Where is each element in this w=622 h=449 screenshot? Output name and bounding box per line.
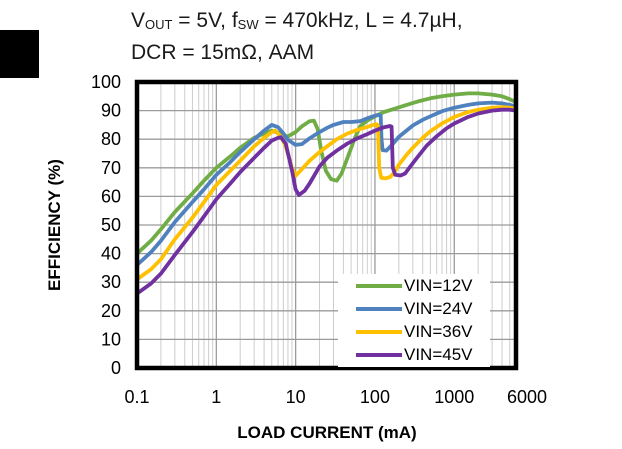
legend-label: VIN=12V [404, 275, 473, 295]
y-tick-label: 60 [101, 186, 121, 206]
title-subscript: OUT [145, 17, 173, 32]
plot-border [134, 79, 519, 371]
x-tick-label: 10 [286, 387, 306, 407]
series-line-vin-24v [135, 100, 518, 267]
legend-item: VIN=24V [338, 299, 490, 319]
x-tick-label: 100 [360, 387, 390, 407]
series-line-vin-45v [135, 107, 518, 296]
x-tick-label: 1 [211, 387, 221, 407]
legend-line-swatch [356, 353, 402, 358]
page-edge-tab-marker [0, 30, 39, 78]
x-tick-label: 6000 [507, 387, 547, 407]
y-tick-label: 80 [101, 129, 121, 149]
series-line-vin-36v [135, 105, 518, 282]
legend-line-swatch [356, 306, 402, 311]
y-tick-label: 10 [101, 329, 121, 349]
title-text: = 470kHz, L = 4.7µH, [258, 9, 463, 32]
legend-label: VIN=36V [404, 322, 473, 342]
legend-label: VIN=45V [404, 345, 473, 365]
legend-item: VIN=45V [338, 345, 490, 365]
x-axis-title: LOAD CURRENT (mA) [237, 423, 417, 442]
title-text: V [131, 9, 146, 32]
title-text: = 5V, f [172, 9, 238, 32]
y-tick-label: 20 [101, 301, 121, 321]
y-tick-label: 90 [101, 101, 121, 121]
chart-title: VOUT = 5V, fSW = 470kHz, L = 4.7µH, DCR … [131, 7, 463, 67]
legend: VIN=12V VIN=24V VIN=36V VIN=45V [338, 274, 490, 367]
x-tick-label: 0.1 [124, 387, 149, 407]
chart-title-line2: DCR = 15mΩ, AAM [131, 41, 315, 64]
x-tick-label: 1000 [434, 387, 474, 407]
legend-item: VIN=36V [338, 322, 490, 342]
series-line-vin-12v [135, 91, 518, 256]
legend-item: VIN=12V [338, 276, 490, 296]
legend-label: VIN=24V [404, 298, 473, 318]
y-tick-label: 50 [101, 215, 121, 235]
y-tick-label: 0 [111, 358, 121, 378]
title-subscript: SW [237, 17, 259, 32]
legend-line-swatch [356, 330, 402, 335]
y-tick-label: 40 [101, 244, 121, 264]
y-tick-label: 70 [101, 158, 121, 178]
y-tick-label: 30 [101, 272, 121, 292]
chart-title-line1: VOUT = 5V, fSW = 470kHz, L = 4.7µH, [131, 7, 463, 39]
legend-line-swatch [356, 283, 402, 288]
y-axis-title: EFFICIENCY (%) [45, 159, 64, 291]
y-tick-label: 100 [91, 72, 121, 92]
